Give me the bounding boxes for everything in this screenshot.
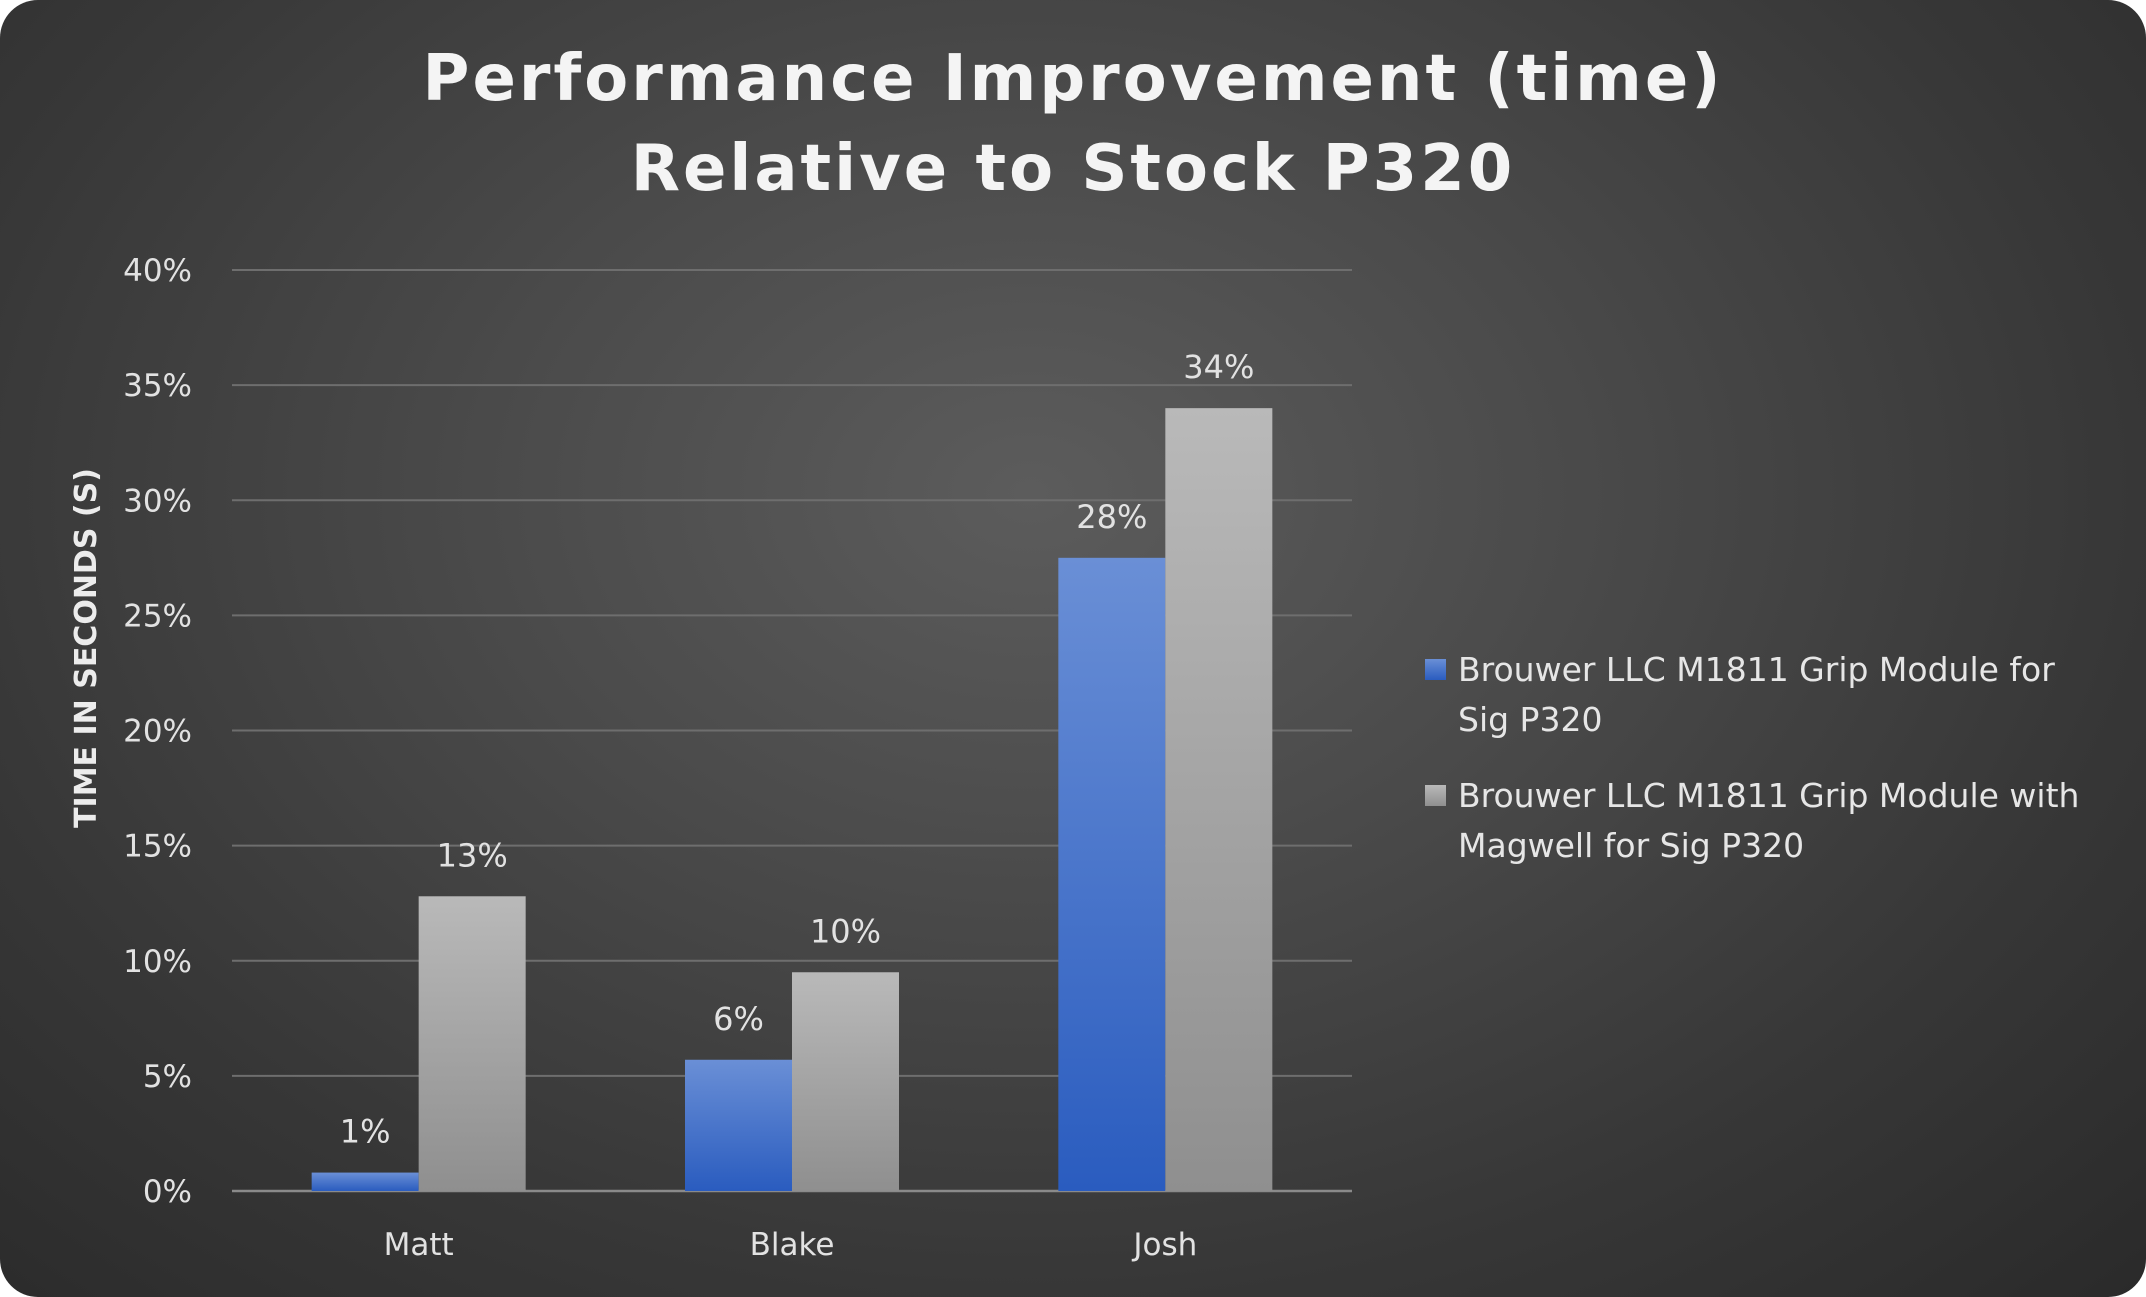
y-axis-label: TIME IN SECONDS (S) <box>69 468 104 828</box>
legend-label-series-2: Brouwer LLC M1811 Grip Module with <box>1458 776 2079 815</box>
bar-josh-series-1 <box>1058 557 1166 1191</box>
y-tick-label: 30% <box>123 483 192 519</box>
y-tick-label: 15% <box>123 829 192 865</box>
bar-josh-series-2 <box>1165 408 1273 1191</box>
data-labels: 1% 13% 6% 10% 28% 34% <box>340 348 1255 1150</box>
y-tick-label: 40% <box>123 253 192 289</box>
y-axis-ticks: 0% 5% 10% 15% 20% 25% 30% 35% 40% <box>123 253 192 1210</box>
y-tick-label: 5% <box>143 1059 192 1095</box>
data-label: 13% <box>437 836 508 874</box>
chart-title-line-1: Performance Improvement (time) <box>423 42 1724 116</box>
data-label: 28% <box>1076 498 1147 536</box>
y-tick-label: 25% <box>123 598 192 634</box>
legend: Brouwer LLC M1811 Grip Module for Sig P32… <box>1425 650 2079 865</box>
data-label: 6% <box>713 1000 764 1038</box>
bar-matt-series-1 <box>311 1172 419 1191</box>
bar-blake-series-2 <box>792 972 899 1191</box>
legend-label-series-1: Brouwer LLC M1811 Grip Module for <box>1458 650 2055 689</box>
y-tick-label: 35% <box>123 368 192 404</box>
bar-matt-series-2 <box>418 896 526 1191</box>
data-label: 10% <box>810 912 881 950</box>
data-label: 34% <box>1183 348 1254 386</box>
y-tick-label: 0% <box>143 1174 192 1210</box>
bars <box>311 408 1273 1191</box>
y-tick-label: 10% <box>123 944 192 980</box>
x-tick-label: Matt <box>384 1227 454 1263</box>
legend-label-series-1: Sig P320 <box>1458 700 1602 739</box>
bar-blake-series-1 <box>685 1059 792 1191</box>
x-tick-label: Blake <box>750 1227 835 1263</box>
legend-label-series-2: Magwell for Sig P320 <box>1458 826 1804 865</box>
legend-swatch-series-2 <box>1425 785 1446 806</box>
x-tick-label: Josh <box>1131 1227 1197 1263</box>
data-label: 1% <box>340 1113 391 1151</box>
chart-title-line-2: Relative to Stock P320 <box>631 132 1516 206</box>
x-axis-ticks: Matt Blake Josh <box>384 1227 1198 1263</box>
y-tick-label: 20% <box>123 714 192 750</box>
legend-swatch-series-1 <box>1425 659 1446 680</box>
